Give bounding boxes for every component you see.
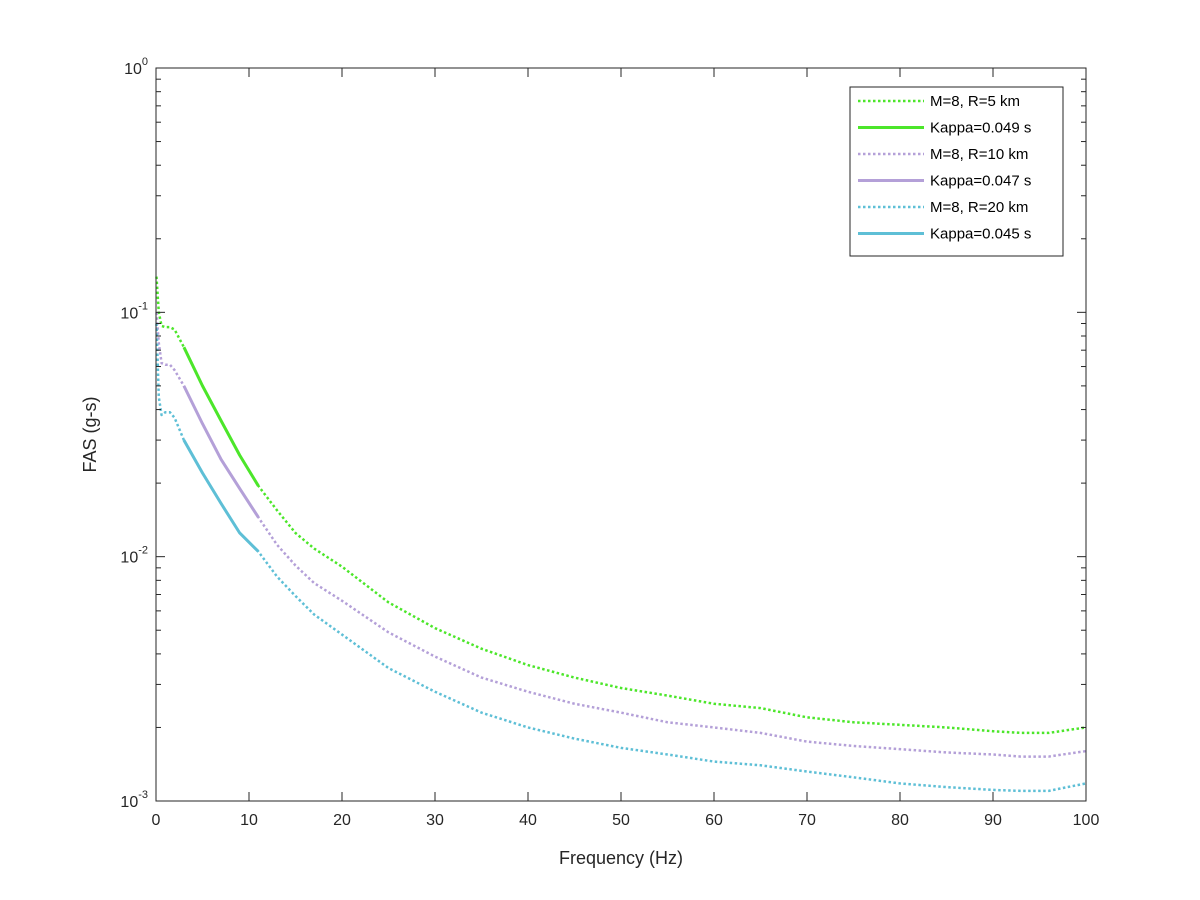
x-tick-label: 50 <box>612 812 630 829</box>
series-layer <box>155 276 1087 793</box>
legend-box <box>849 86 1064 257</box>
x-axis-label: Frequency (Hz) <box>559 848 683 868</box>
y-tick-label: 10-2 <box>120 545 148 567</box>
x-tick-label: 20 <box>333 812 351 829</box>
x-tick-label: 100 <box>1073 812 1100 829</box>
x-tick-label: 80 <box>891 812 909 829</box>
x-tick-label: 70 <box>798 812 816 829</box>
axes-layer: 0 10 20 30 40 50 60 70 80 90 100 10-3 10-2 10-1 100 <box>120 56 1099 829</box>
legend-entry-label: M=8, R=5 km <box>930 93 1020 110</box>
legend: M=8, R=5 km Kappa=0.049 s M=8, R=10 km Kapp… <box>849 86 1064 257</box>
legend-entry-label: M=8, R=20 km <box>930 199 1028 216</box>
x-tick-label: 90 <box>984 812 1002 829</box>
series-line-5 <box>155 323 1087 793</box>
y-tick-label: 10-1 <box>120 300 148 322</box>
legend-entry-label: Kappa=0.047 s <box>930 173 1031 190</box>
y-tick-label: 100 <box>124 56 148 78</box>
x-tick-label: 0 <box>152 812 161 829</box>
x-tick-label: 40 <box>519 812 537 829</box>
x-tick-label: 60 <box>705 812 723 829</box>
series-line-4 <box>182 385 260 519</box>
series-line-3 <box>155 312 1087 758</box>
y-tick-label: 10-3 <box>120 789 148 811</box>
x-tick-label: 10 <box>240 812 258 829</box>
y-axis-label: FAS (g-s) <box>80 396 100 472</box>
legend-entry-label: Kappa=0.045 s <box>930 226 1031 243</box>
x-tick-label: 30 <box>426 812 444 829</box>
legend-entry-label: Kappa=0.049 s <box>930 120 1031 137</box>
legend-entry-label: M=8, R=10 km <box>930 146 1028 163</box>
series-line-1 <box>155 276 1087 735</box>
series-line-2 <box>182 346 260 487</box>
series-line-6 <box>182 439 260 553</box>
